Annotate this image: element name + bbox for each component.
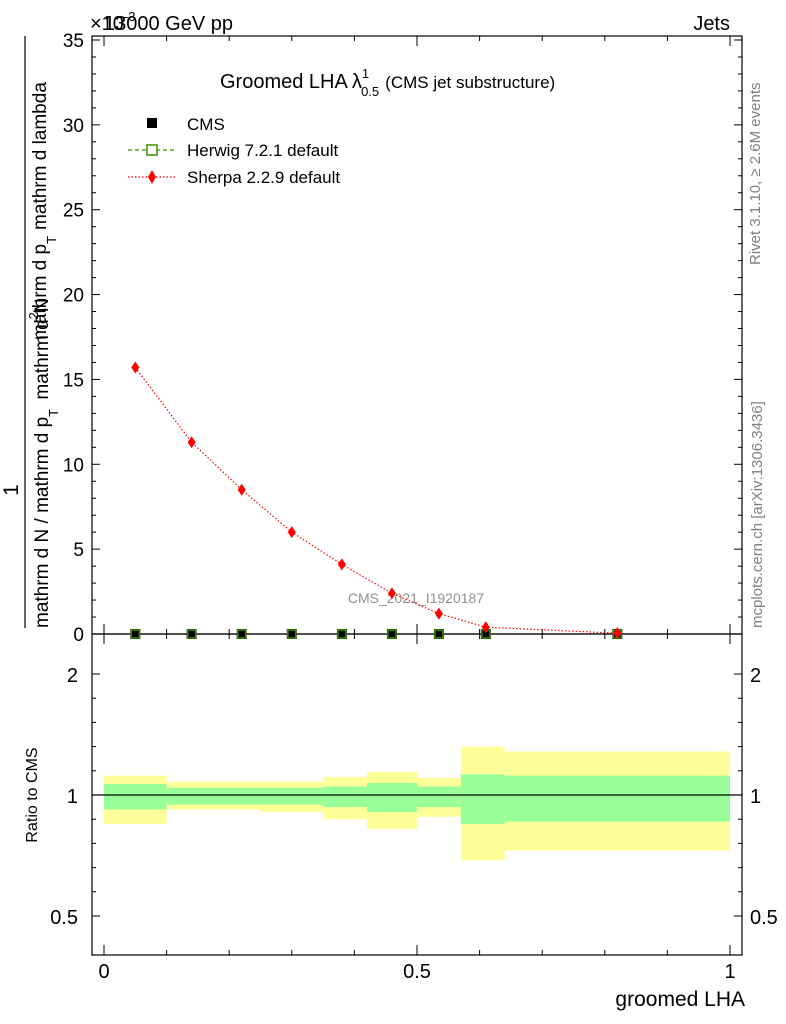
sherpa-point xyxy=(337,558,346,571)
ratio-ytick-label-right: 0.5 xyxy=(750,907,778,929)
ylabel-numerator-2: mathrm d pTmathrm d lambda xyxy=(30,82,59,340)
mcplots-side-label: mcplots.cern.ch [arXiv:1306.3436] xyxy=(749,401,766,628)
sherpa-point xyxy=(434,607,443,620)
ratio-y-ticks: 0.5 0.5 1 1 2 2 xyxy=(50,665,778,929)
ylabel-denominator: mathrm d N / mathrm d pT mathrm d2N xyxy=(26,298,63,628)
sherpa-point xyxy=(481,621,490,634)
cms-point xyxy=(130,629,141,639)
herwig-point xyxy=(387,629,397,639)
sherpa-point xyxy=(187,436,196,449)
main-ytick-label: 25 xyxy=(63,201,84,222)
ratio-stat-band xyxy=(323,786,367,808)
main-y-axis-label: 1 mathrm d N / mathrm d pT mathrm d2N ma… xyxy=(0,36,63,628)
ratio-ytick-label: 2 xyxy=(67,665,78,687)
herwig-point xyxy=(337,629,347,639)
cms-point xyxy=(480,629,491,639)
main-ytick-label: 30 xyxy=(63,116,84,137)
xtick-label: 0.5 xyxy=(403,961,431,983)
herwig-point xyxy=(130,629,141,639)
cms-point xyxy=(236,629,247,639)
legend-cms-label: CMS xyxy=(187,115,225,134)
legend-herwig-label: Herwig 7.2.1 default xyxy=(187,141,338,160)
ratio-stat-band xyxy=(366,782,417,812)
sherpa-point xyxy=(131,361,140,374)
main-ytick-label: 15 xyxy=(63,370,84,391)
rivet-side-label: Rivet 3.1.10, ≥ 2.6M events xyxy=(747,83,764,266)
main-ytick-label: 35 xyxy=(63,31,84,52)
legend-sherpa-marker xyxy=(148,170,156,184)
herwig-points xyxy=(130,629,623,639)
legend-herwig-marker xyxy=(146,144,158,156)
legend-cms-marker xyxy=(147,118,157,128)
ratio-ytick-label: 1 xyxy=(67,786,78,808)
ratio-ytick-label: 0.5 xyxy=(50,907,78,929)
ratio-stat-band xyxy=(260,787,324,805)
main-y-ticks: 0 5 10 15 20 25 30 35 xyxy=(63,31,742,646)
sherpa-points xyxy=(131,361,622,640)
main-ytick-label: 0 xyxy=(73,625,84,646)
ratio-stat-band xyxy=(460,774,505,825)
main-ytick-label: 5 xyxy=(73,540,84,561)
herwig-point xyxy=(236,629,247,639)
sherpa-point xyxy=(287,526,296,539)
ratio-stat-band xyxy=(104,784,167,810)
category-label: Jets xyxy=(693,13,730,35)
xtick-label: 1 xyxy=(724,961,735,983)
legend: CMS Herwig 7.2.1 default Sherpa 2.2.9 de… xyxy=(128,115,340,187)
exponent-label: ×10-3 xyxy=(90,9,136,35)
analysis-watermark: CMS_2021_I1920187 xyxy=(348,590,484,606)
ratio-stat-band xyxy=(166,787,261,805)
herwig-point xyxy=(186,629,197,639)
sherpa-point xyxy=(387,587,396,600)
energy-label: 13000 GeV pp xyxy=(104,13,233,35)
herwig-point xyxy=(434,629,444,639)
ratio-ytick-label-right: 2 xyxy=(750,665,761,687)
x-ticks: 0 0.5 1 xyxy=(98,36,736,983)
x-axis-label: groomed LHA xyxy=(615,988,745,1011)
cms-point xyxy=(386,629,397,639)
xtick-label: 0 xyxy=(98,961,109,983)
herwig-point xyxy=(287,629,297,639)
cms-point xyxy=(186,629,197,639)
legend-sherpa-label: Sherpa 2.2.9 default xyxy=(187,168,340,187)
ratio-stat-band xyxy=(417,786,461,808)
ratio-stat-band xyxy=(504,775,730,822)
sherpa-point xyxy=(237,483,246,496)
cms-point xyxy=(286,629,297,639)
ratio-ytick-label-right: 1 xyxy=(750,786,761,808)
main-ytick-label: 20 xyxy=(63,286,84,307)
main-ytick-label: 10 xyxy=(63,455,84,476)
sherpa-point xyxy=(613,627,622,640)
plot-title: Groomed LHA λ1 0.5 (CMS jet substructure) xyxy=(220,66,555,99)
cms-point xyxy=(433,629,444,639)
ratio-y-axis-label: Ratio to CMS xyxy=(24,747,41,842)
ratio-bands xyxy=(104,746,730,861)
ylabel-top: 1 xyxy=(0,484,23,496)
cms-point xyxy=(336,629,347,639)
